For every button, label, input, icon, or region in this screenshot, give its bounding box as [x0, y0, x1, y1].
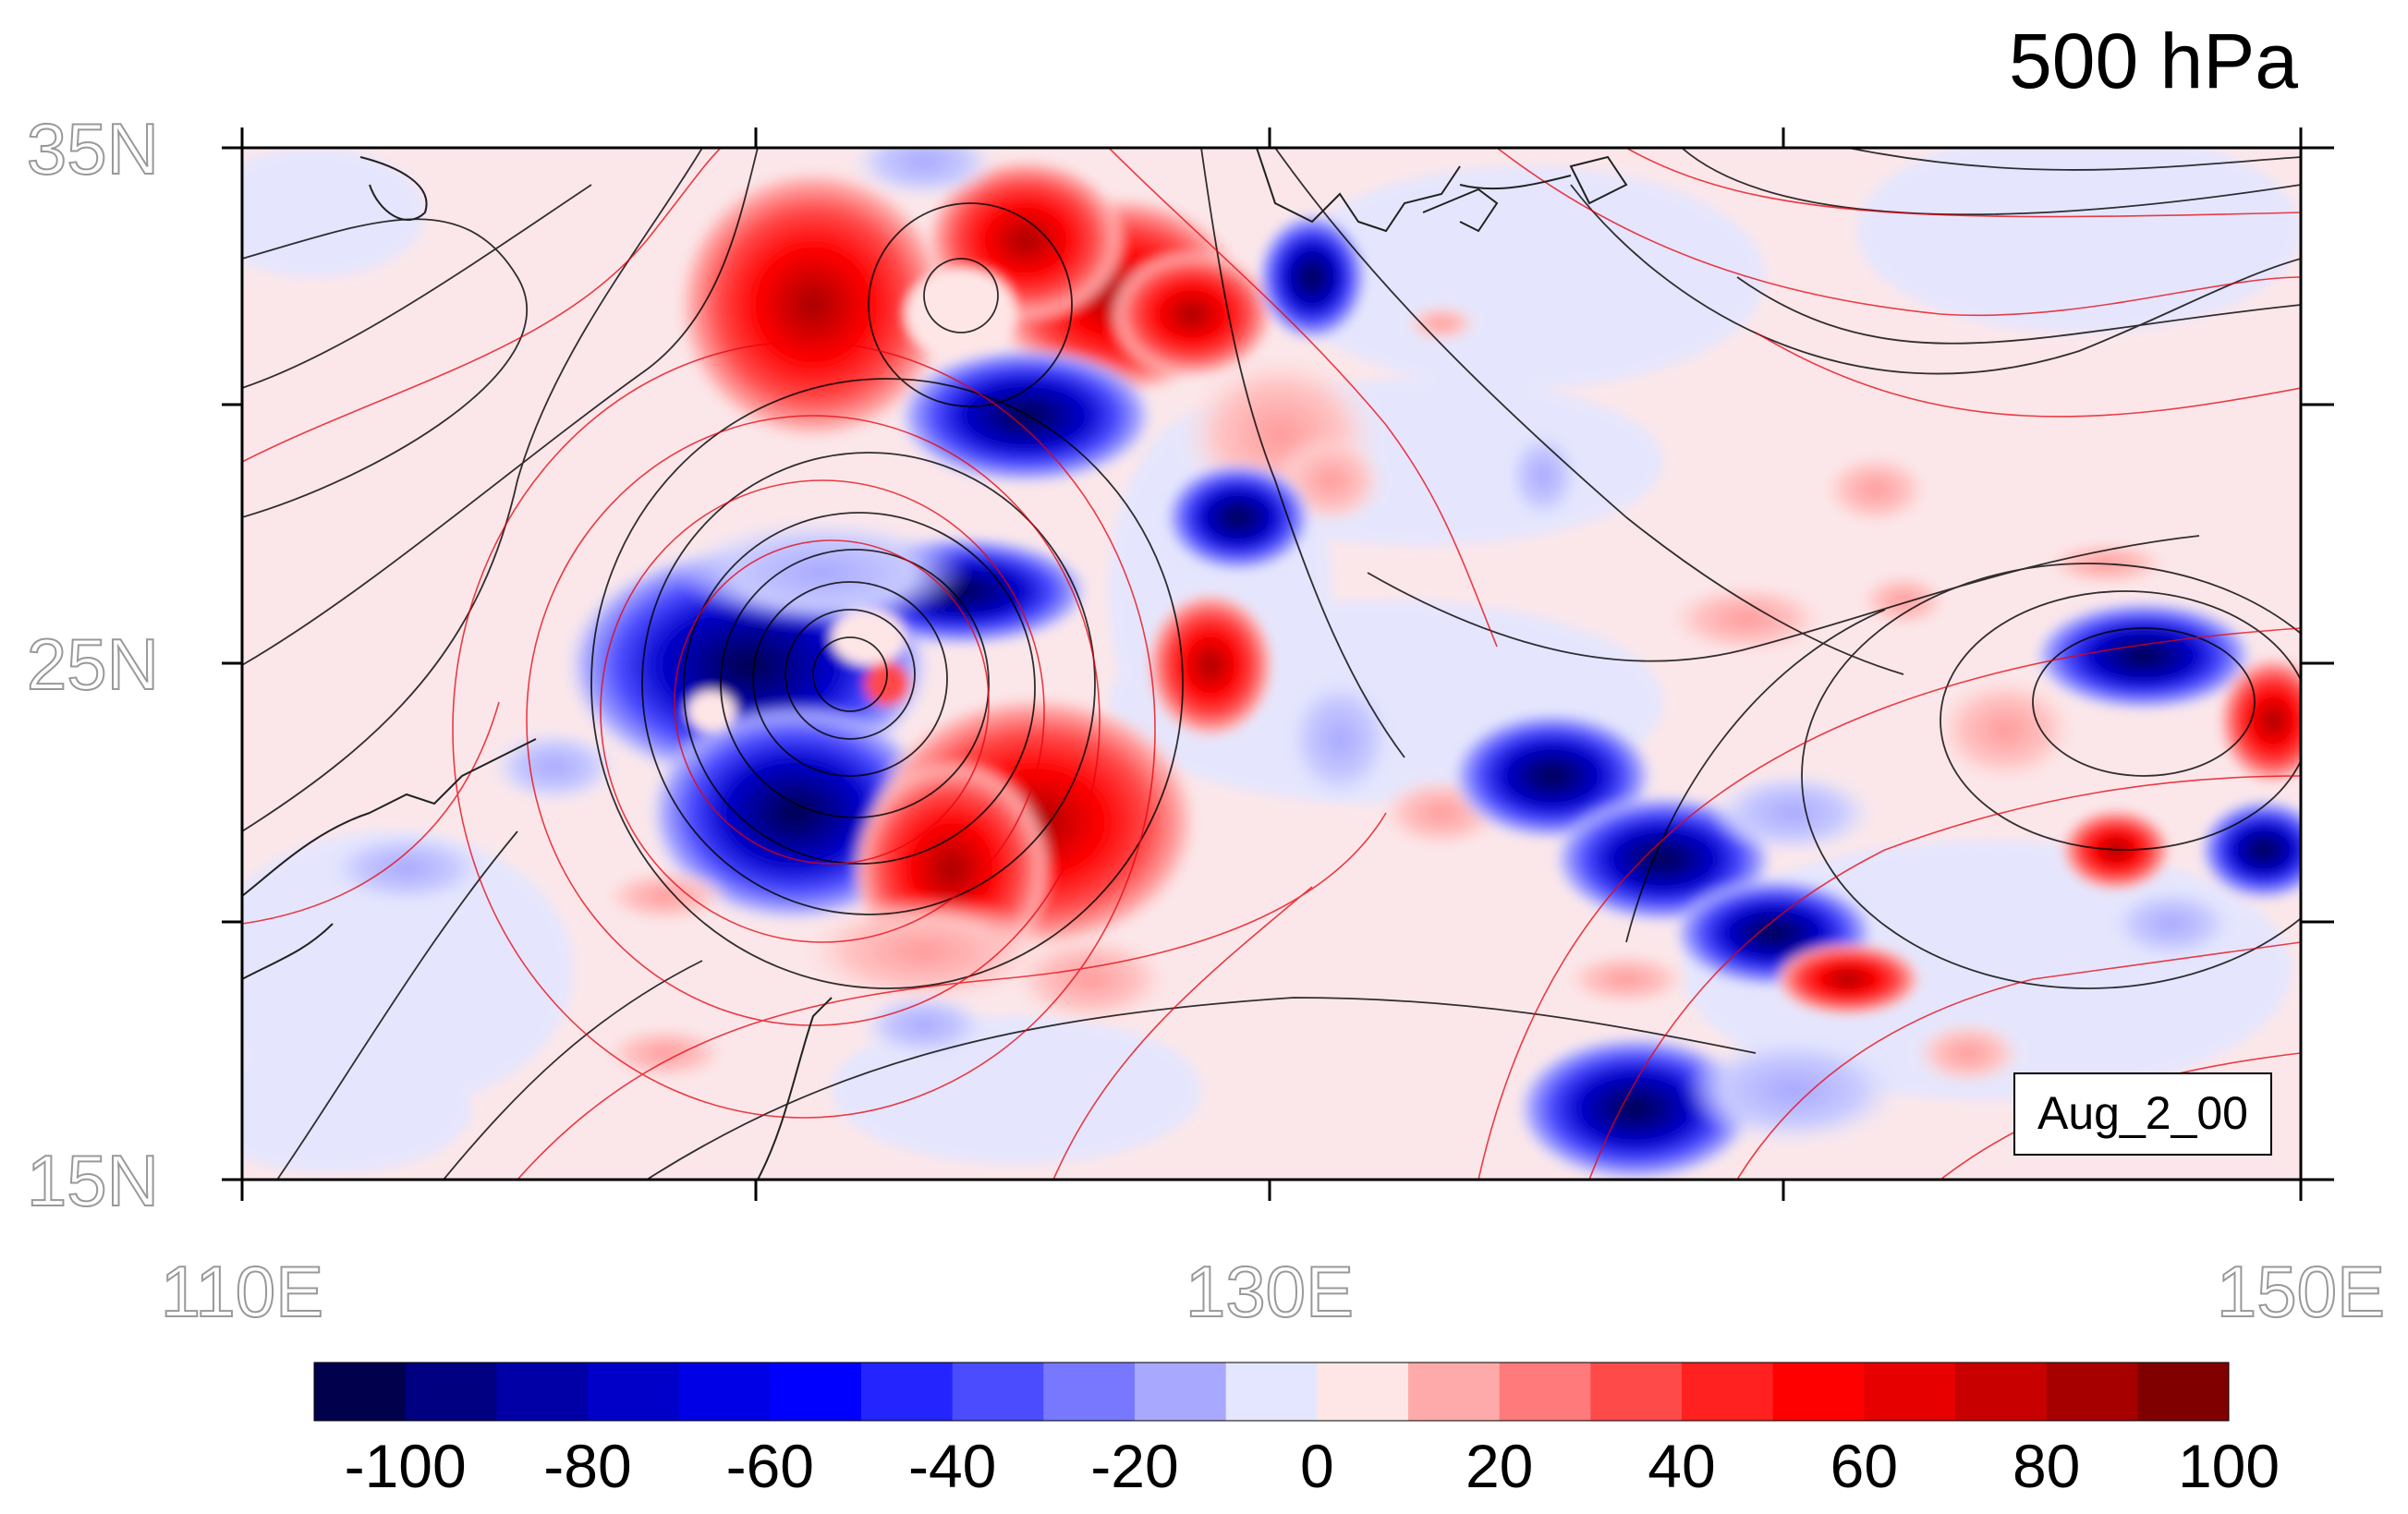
colorbar-swatch: [1864, 1363, 1956, 1421]
colorbar-tick-label: -100: [345, 1432, 467, 1500]
axis-ticks: [222, 127, 2334, 1201]
colorbar-tick-label: 100: [2178, 1432, 2280, 1500]
red-contours: [242, 148, 2301, 1180]
shaded-field: [323, 148, 2301, 1180]
colorbar-swatch: [1225, 1363, 1318, 1421]
colorbar-swatch: [1043, 1363, 1136, 1421]
map-panel: [242, 148, 2301, 1180]
time-label-box: Aug_2_00: [2013, 1072, 2272, 1156]
colorbar-swatch: [314, 1363, 407, 1421]
lat-label-35n: 35N: [27, 108, 159, 189]
colorbar-swatch: [861, 1363, 954, 1421]
colorbar-swatch: [2046, 1363, 2138, 1421]
time-label: Aug_2_00: [2037, 1087, 2248, 1139]
colorbar-tick-label: -40: [908, 1432, 996, 1500]
colorbar-tick-label: 40: [1648, 1432, 1715, 1500]
lat-label-15n: 15N: [27, 1140, 159, 1221]
lon-label-110e: 110E: [161, 1251, 323, 1332]
colorbar-tick-label: 20: [1465, 1432, 1533, 1500]
colorbar-swatch: [496, 1363, 589, 1421]
colorbar-swatch: [1955, 1363, 2048, 1421]
colorbar-swatch: [770, 1363, 862, 1421]
colorbar-tick-label: -60: [726, 1432, 814, 1500]
colorbar-swatch: [678, 1363, 771, 1421]
colorbar-swatch: [1499, 1363, 1591, 1421]
colorbar-swatch: [1590, 1363, 1683, 1421]
colorbar-swatch: [1135, 1363, 1227, 1421]
coastlines: [242, 148, 1628, 1180]
colorbar-swatch: [405, 1363, 497, 1421]
colorbar: -100 -80 -60 -40 -20 0 20 40 60 80 100: [313, 1362, 2280, 1500]
colorbar-border: [313, 1362, 2230, 1422]
colorbar-swatch: [1772, 1363, 1865, 1421]
lon-label-150e: 150E: [2217, 1251, 2385, 1332]
colorbar-swatch: [2137, 1363, 2230, 1421]
lon-label-130e: 130E: [1186, 1251, 1354, 1332]
colorbar-swatch: [952, 1363, 1044, 1421]
colorbar-tick-label: -80: [543, 1432, 631, 1500]
colorbar-tick-label: -20: [1090, 1432, 1178, 1500]
colorbar-tick-label: 60: [1830, 1432, 1898, 1500]
colorbar-swatch: [1317, 1363, 1409, 1421]
colorbar-swatch: [1682, 1363, 1774, 1421]
lat-label-25n: 25N: [27, 624, 159, 705]
colorbar-tick-label: 0: [1300, 1432, 1334, 1500]
colorbar-swatch: [588, 1363, 680, 1421]
colorbar-tick-label: 80: [2013, 1432, 2080, 1500]
pressure-level-title: 500 hPa: [2009, 18, 2298, 104]
colorbar-swatch: [1408, 1363, 1501, 1421]
